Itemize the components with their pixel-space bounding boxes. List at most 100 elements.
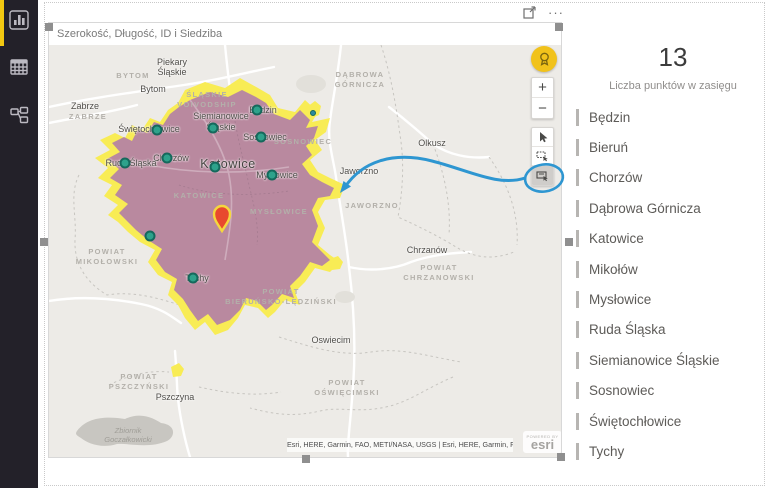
item-accent-bar bbox=[576, 351, 579, 369]
reference-layer-select-tool-button[interactable] bbox=[532, 166, 553, 185]
map-point[interactable] bbox=[119, 157, 131, 169]
sidebar-item-model-view[interactable] bbox=[0, 96, 38, 136]
map-water-label: Zbiornik Goczałkowicki bbox=[104, 426, 152, 444]
map-area-label: POWIAT CHRZANOWSKI bbox=[403, 263, 475, 282]
selection-handle[interactable] bbox=[302, 455, 310, 463]
map-point[interactable] bbox=[255, 131, 267, 143]
list-item[interactable]: Siemianowice Śląskie bbox=[576, 345, 766, 375]
map-labels-overlay: BYTOM ŚLĄSKIE VOIVODSHIP ZABRZE DĄBROWA GÓR… bbox=[49, 45, 561, 457]
map-attribution: Esri, HERE, Garmin, FAO, METI/NASA, USGS… bbox=[287, 438, 513, 452]
list-item[interactable]: Sosnowiec bbox=[576, 376, 766, 406]
item-accent-bar bbox=[576, 260, 579, 278]
item-accent-bar bbox=[576, 169, 579, 187]
item-accent-bar bbox=[576, 321, 579, 339]
cursor-icon bbox=[539, 132, 547, 143]
esri-powered-by-text: POWERED BY bbox=[526, 434, 559, 439]
map-point[interactable] bbox=[209, 161, 221, 173]
map-pin[interactable] bbox=[212, 204, 232, 234]
map-area-label: POWIAT OŚWIĘCIMSKI bbox=[314, 378, 380, 397]
zoom-out-button[interactable]: − bbox=[538, 99, 547, 117]
list-item[interactable]: Będzin bbox=[576, 102, 766, 132]
list-item[interactable]: Tychy bbox=[576, 436, 766, 466]
city-label: Siemianowice Śląskie bbox=[589, 352, 720, 368]
map-area-label: KATOWICE bbox=[173, 191, 225, 200]
item-accent-bar bbox=[576, 199, 579, 217]
map-point[interactable] bbox=[161, 152, 173, 164]
map-select-tools bbox=[531, 127, 554, 186]
sidebar-item-report-view[interactable] bbox=[0, 0, 38, 46]
map-area-label: BYTOM bbox=[116, 71, 150, 80]
left-nav bbox=[0, 0, 38, 488]
esri-brand-text: esri bbox=[530, 437, 555, 452]
map-point[interactable] bbox=[151, 124, 163, 136]
map-town-label: Jaworzno bbox=[339, 166, 379, 176]
upgrade-badge-button[interactable] bbox=[531, 46, 557, 72]
map-town-label: Chrzanów bbox=[406, 245, 448, 255]
map-point[interactable] bbox=[187, 272, 199, 284]
selection-handle[interactable] bbox=[555, 23, 563, 31]
data-view-icon bbox=[10, 59, 28, 75]
map-area-label: DĄBROWA GÓRNICZA bbox=[334, 70, 386, 89]
kpi-value: 13 bbox=[658, 42, 688, 72]
map-area-label: ŚLĄSKIE VOIVODSHIP bbox=[177, 90, 237, 109]
list-item[interactable]: Chorzów bbox=[576, 163, 766, 193]
list-item[interactable]: Katowice bbox=[576, 224, 766, 254]
item-accent-bar bbox=[576, 230, 579, 248]
map-area-label: POWIAT BIERUŃSKO-LĘDZIŃSKI bbox=[225, 287, 337, 306]
more-options-icon[interactable]: ··· bbox=[548, 5, 564, 20]
list-item[interactable]: Ruda Śląska bbox=[576, 315, 766, 345]
map-area-label: POWIAT PSZCZYŃSKI bbox=[108, 372, 170, 391]
city-label: Ruda Śląska bbox=[589, 322, 666, 338]
item-accent-bar bbox=[576, 442, 579, 460]
city-label: Chorzów bbox=[589, 170, 643, 186]
map-town-label: Śląskie bbox=[206, 122, 236, 132]
map-city-label: Katowice bbox=[200, 157, 256, 171]
map-area-label: ZABRZE bbox=[68, 112, 108, 121]
list-item[interactable]: Mikołów bbox=[576, 254, 766, 284]
map-point[interactable] bbox=[310, 110, 316, 116]
selection-handle[interactable] bbox=[45, 23, 53, 31]
map-area-label: SOSNOWIEC bbox=[273, 137, 333, 146]
medal-icon bbox=[539, 52, 549, 66]
focus-mode-icon[interactable] bbox=[523, 6, 536, 19]
list-item[interactable]: Bieruń bbox=[576, 132, 766, 162]
map-town-label: Olkusz bbox=[418, 138, 446, 148]
zoom-in-button[interactable]: + bbox=[532, 78, 553, 98]
item-accent-bar bbox=[576, 382, 579, 400]
map-point[interactable] bbox=[251, 104, 263, 116]
list-item[interactable]: Mysłowice bbox=[576, 284, 766, 314]
map-town-label: Siemianowice bbox=[193, 111, 249, 121]
report-view-icon bbox=[9, 10, 29, 30]
map-area-label: JAWORZNO bbox=[345, 201, 399, 210]
item-accent-bar bbox=[576, 139, 579, 157]
zoom-widget: + − bbox=[531, 77, 554, 119]
map-town-label: Piekary bbox=[156, 57, 188, 67]
city-label: Bieruń bbox=[589, 140, 629, 156]
map-town-label: Zabrze bbox=[70, 101, 100, 111]
rectangle-select-tool-button[interactable] bbox=[532, 147, 553, 166]
map-town-label: Ruda Śląska bbox=[105, 158, 157, 168]
selection-handle[interactable] bbox=[557, 453, 565, 461]
list-item[interactable]: Świętochłowice bbox=[576, 406, 766, 436]
kpi-card: 13 Liczba punktów w zasięgu bbox=[590, 42, 756, 92]
selection-handle[interactable] bbox=[40, 238, 48, 246]
city-label: Katowice bbox=[589, 231, 644, 247]
map-area-label: POWIAT MIKOŁOWSKI bbox=[75, 247, 139, 266]
list-item[interactable]: Dąbrowa Górnicza bbox=[576, 193, 766, 223]
city-label: Mysłowice bbox=[589, 292, 652, 308]
map-point[interactable] bbox=[144, 230, 156, 242]
area-select-icon bbox=[536, 170, 548, 181]
sidebar-item-data-view[interactable] bbox=[0, 47, 38, 87]
model-view-icon bbox=[10, 106, 29, 124]
map-point[interactable] bbox=[266, 169, 278, 181]
basemap-graphics bbox=[49, 45, 561, 457]
cursor-tool-button[interactable] bbox=[532, 128, 553, 147]
map-town-label: Śląskie bbox=[157, 67, 187, 77]
map-point[interactable] bbox=[207, 122, 219, 134]
city-label: Tychy bbox=[589, 443, 625, 459]
selection-handle[interactable] bbox=[565, 238, 573, 246]
visual-title: Szerokość, Długość, ID i Siedziba bbox=[57, 28, 223, 40]
map-town-label: Pszczyna bbox=[155, 392, 195, 402]
arcgis-map[interactable]: BYTOM ŚLĄSKIE VOIVODSHIP ZABRZE DĄBROWA GÓR… bbox=[49, 45, 561, 457]
